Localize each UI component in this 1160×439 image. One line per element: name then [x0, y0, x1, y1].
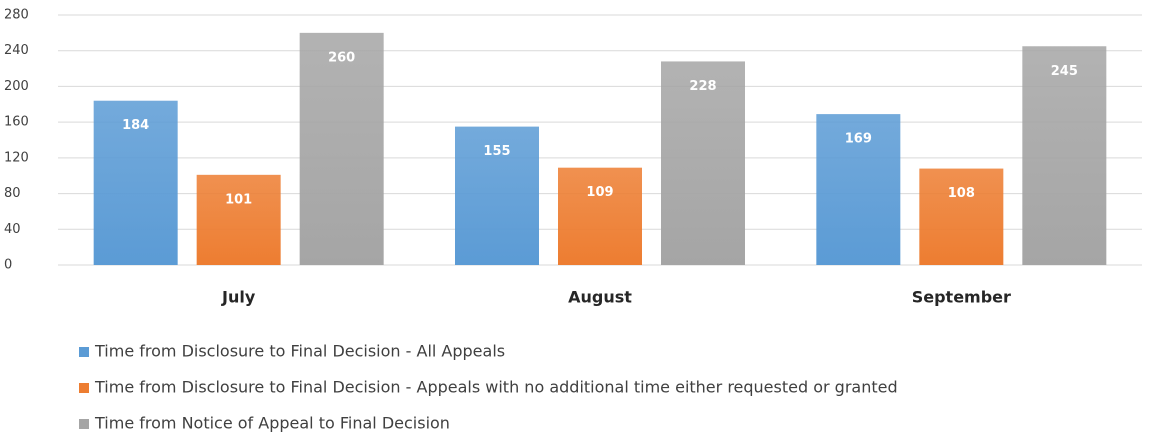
data-label: 109 [586, 185, 613, 200]
legend-swatch [79, 347, 89, 357]
data-label: 101 [225, 192, 252, 207]
y-tick-label: 120 [4, 150, 29, 165]
bar [196, 174, 281, 265]
bar [455, 126, 539, 265]
legend-swatch [79, 383, 89, 393]
bar [816, 114, 901, 265]
y-tick-label: 200 [4, 79, 29, 94]
y-tick-label: 40 [4, 222, 21, 237]
legend-label: Time from Notice of Appeal to Final Deci… [94, 414, 450, 433]
bar [919, 168, 1004, 265]
bar [93, 100, 178, 265]
x-tick-label: July [221, 288, 256, 307]
legend-label: Time from Disclosure to Final Decision -… [94, 378, 898, 397]
x-tick-label: August [568, 288, 632, 307]
bar [661, 61, 745, 265]
data-label: 155 [483, 144, 510, 159]
x-tick-label: September [912, 288, 1011, 307]
y-tick-label: 160 [4, 115, 29, 130]
bar [299, 32, 384, 265]
data-label: 228 [689, 79, 716, 94]
y-tick-label: 80 [4, 186, 21, 201]
bar [558, 167, 642, 265]
bar [1022, 46, 1107, 265]
data-label: 260 [328, 50, 355, 65]
y-tick-label: 0 [4, 258, 12, 273]
y-tick-label: 240 [4, 43, 29, 58]
y-tick-label: 280 [4, 8, 29, 23]
data-label: 184 [122, 118, 149, 133]
data-label: 108 [948, 186, 975, 201]
data-label: 169 [845, 132, 872, 147]
legend-label: Time from Disclosure to Final Decision -… [94, 342, 505, 361]
data-label: 245 [1051, 64, 1078, 79]
legend-swatch [79, 419, 89, 429]
